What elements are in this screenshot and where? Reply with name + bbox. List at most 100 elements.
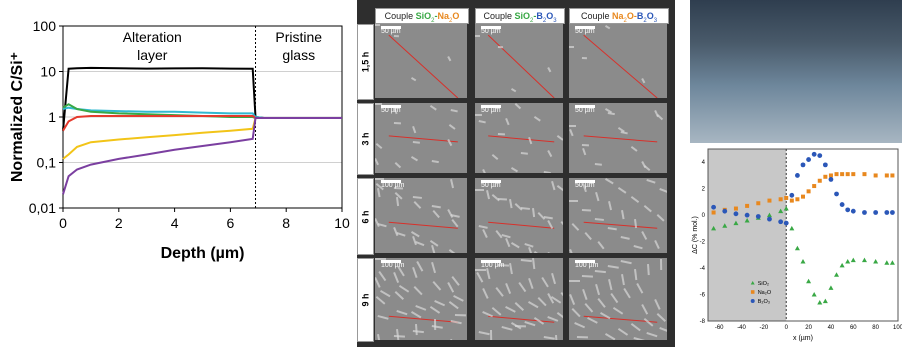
crystal [450, 109, 458, 113]
data-point [800, 258, 806, 264]
crystal [656, 214, 665, 222]
data-point [795, 173, 800, 178]
crystal [393, 122, 401, 125]
crystal [547, 252, 557, 253]
data-point [778, 197, 783, 202]
crystal [533, 251, 543, 253]
crystal [528, 301, 539, 309]
y-tick-label: -6 [700, 293, 706, 299]
crystal [633, 245, 643, 250]
data-point [711, 210, 716, 215]
crystal [584, 303, 594, 313]
scale-label: 50 µm [481, 107, 501, 114]
crystal [582, 289, 588, 301]
interface-line [488, 221, 555, 229]
data-point [884, 210, 890, 215]
column-oxide-b: B [536, 11, 543, 21]
crystal [375, 158, 379, 166]
column-oxide-b: B [636, 11, 644, 21]
interface-line [583, 135, 658, 143]
legend-marker [750, 290, 755, 294]
crystal [574, 321, 586, 329]
crystal [475, 35, 480, 37]
crystal [394, 192, 403, 200]
crystal [412, 196, 422, 199]
crystal [560, 220, 563, 230]
region-label: layer [137, 47, 168, 63]
crystal [412, 267, 418, 279]
crystal [571, 308, 581, 318]
crystal [555, 335, 558, 340]
data-point [834, 172, 839, 177]
data-point [767, 198, 772, 203]
crystal [646, 332, 658, 338]
crystal [581, 208, 591, 212]
data-point [806, 157, 811, 162]
data-point [789, 198, 794, 203]
crystal [550, 296, 562, 304]
y-tick-label: 0,1 [37, 155, 57, 171]
x-tick-label: 0 [785, 325, 789, 331]
series-line-4 [62, 117, 342, 160]
crystal [594, 218, 604, 221]
data-point [800, 162, 806, 168]
y-tick-label: 100 [33, 18, 57, 34]
column-oxide-b-sub: 2 [542, 17, 547, 24]
crystal [617, 187, 627, 194]
crystal [393, 35, 399, 38]
scale-label: 50 µm [575, 107, 595, 114]
column-oxide-a: SiO [514, 11, 530, 21]
crystal [497, 198, 507, 201]
crystal [532, 258, 536, 270]
data-point [822, 162, 828, 168]
column-oxide-a: SiO [415, 11, 432, 21]
crystal [556, 185, 563, 193]
plot-frame [707, 148, 899, 322]
right-panel: 4 2 0 -2 -4 -6 -8 -60 -40 -20 0 20 40 60 80 100 x (µm) ΔC… [690, 0, 902, 347]
crystal [412, 141, 420, 144]
data-point [744, 217, 750, 223]
crystal [377, 334, 381, 340]
row-header-label: 1,5 h [360, 51, 371, 73]
crystal [556, 135, 563, 141]
crystal [431, 244, 436, 253]
crystal [393, 186, 403, 190]
crystal [431, 262, 437, 274]
crystal [569, 129, 574, 137]
crystal [514, 302, 525, 311]
column-oxide-b-tail-sub: 3 [653, 17, 658, 24]
column-sep: O- [626, 11, 637, 21]
crystal [413, 201, 422, 209]
crystal [607, 265, 619, 269]
crystal [556, 312, 563, 321]
data-point [873, 258, 879, 264]
crystal [475, 269, 486, 271]
crystal [571, 222, 580, 231]
crystal [551, 181, 556, 191]
data-point [890, 173, 895, 178]
x-tick-label: 2 [115, 215, 123, 231]
crystal [510, 88, 517, 93]
data-point [862, 210, 867, 215]
crystal [543, 216, 553, 220]
crystal [656, 313, 667, 322]
crystal [547, 150, 553, 158]
row-header-label: 3 h [360, 132, 371, 146]
crystal [569, 294, 576, 305]
crystal [634, 219, 638, 229]
crystal [520, 152, 528, 155]
crystal [620, 260, 632, 265]
crystal [375, 143, 383, 150]
crystal [377, 223, 387, 228]
column-prefix: Couple [384, 11, 416, 21]
scale-bar [575, 180, 595, 183]
crystal [537, 212, 546, 220]
crystal [412, 126, 417, 134]
data-point [834, 272, 840, 277]
crystal [501, 234, 511, 239]
column-oxide-a-sub: 2 [431, 17, 435, 24]
x-tick-label: 60 [850, 325, 857, 331]
crystal [431, 325, 443, 329]
micrograph-cell: 50 µm [569, 103, 667, 173]
